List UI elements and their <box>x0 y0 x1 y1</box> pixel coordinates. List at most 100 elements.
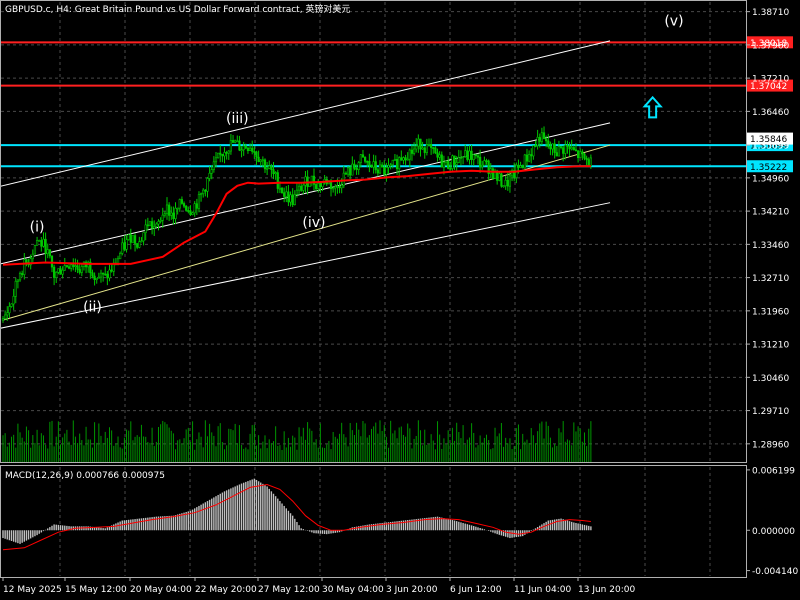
candle-body <box>125 239 128 250</box>
candle-body <box>370 164 373 168</box>
candle-body <box>402 157 405 161</box>
candle-body <box>46 249 49 254</box>
candle-body <box>278 187 282 190</box>
candle-body <box>197 194 201 209</box>
candle-body <box>131 235 135 243</box>
channel-line-trend <box>2 144 611 321</box>
channel-lines <box>0 40 611 329</box>
candle-body <box>415 145 418 150</box>
candle-body <box>372 161 375 168</box>
candle-body <box>127 234 130 240</box>
candle-body <box>555 152 558 157</box>
candle-body <box>417 138 420 147</box>
candle-body <box>359 154 362 163</box>
price-tick-label: 1.33460 <box>752 241 789 251</box>
candle-body <box>389 164 392 167</box>
candle-body <box>349 167 352 176</box>
candle-body <box>459 157 463 159</box>
candle-body <box>468 150 471 160</box>
candle-body <box>293 194 296 205</box>
candle-body <box>519 165 522 168</box>
candle-body <box>231 140 235 143</box>
candle-body <box>119 253 122 260</box>
candle-body <box>270 165 273 170</box>
candle-body <box>93 275 96 281</box>
candle-body <box>97 276 100 279</box>
candle-body <box>528 154 531 162</box>
time-tick-label: 6 Jun 12:00 <box>450 585 502 595</box>
candle-body <box>412 148 416 154</box>
candle-body <box>398 157 401 170</box>
candle-body <box>366 161 369 163</box>
candle-body <box>438 154 441 158</box>
candle-body <box>378 164 382 174</box>
candle-body <box>432 147 435 149</box>
candle-body <box>425 144 428 153</box>
candle-body <box>334 186 337 189</box>
candle-body <box>436 152 439 158</box>
candle-body <box>517 164 520 168</box>
candle-body <box>121 242 124 254</box>
candle-body <box>523 154 526 169</box>
candle-body <box>259 159 262 162</box>
candle-body <box>532 145 535 157</box>
candle-body <box>268 165 271 169</box>
candle-body <box>61 269 64 275</box>
candle-body <box>393 159 397 161</box>
candle-body <box>562 147 565 154</box>
candle-body <box>191 212 194 215</box>
candle-body <box>199 193 203 196</box>
candle-body <box>180 199 184 204</box>
candle-body <box>263 159 267 170</box>
candle-body <box>212 161 215 170</box>
candle-body <box>419 138 422 150</box>
candle-body <box>204 189 207 192</box>
candle-body <box>91 272 94 277</box>
candle-body <box>59 268 62 275</box>
candle-body <box>210 169 213 174</box>
candle-body <box>274 172 277 175</box>
candle-body <box>285 191 288 197</box>
time-tick-label: 20 May 04:00 <box>130 585 192 595</box>
candle-body <box>136 243 139 248</box>
candle-body <box>25 259 28 263</box>
candle-body <box>572 147 575 151</box>
candle-body <box>589 157 592 167</box>
candle-body <box>178 199 181 209</box>
candle-body <box>242 145 245 151</box>
time-tick-label: 15 May 12:00 <box>65 585 127 595</box>
candle-body <box>391 159 394 166</box>
candle-body <box>57 268 60 273</box>
candle-body <box>355 168 358 170</box>
candle-body <box>461 156 465 158</box>
candle-body <box>236 140 239 143</box>
candle-body <box>508 175 512 187</box>
level-tag <box>747 160 793 173</box>
candle-body <box>534 145 537 147</box>
candle-body <box>297 185 301 191</box>
time-tick-label: 12 May 2025 <box>3 585 62 595</box>
time-tick-label: 11 Jun 04:00 <box>514 585 571 595</box>
candle-body <box>319 183 322 188</box>
candle-body <box>387 165 390 168</box>
candle-body <box>240 149 243 152</box>
candle-body <box>498 173 501 181</box>
candle-body <box>157 221 160 225</box>
volume-bars <box>2 420 592 462</box>
candle-body <box>151 221 154 229</box>
candle-body <box>361 154 365 158</box>
candle-body <box>300 185 303 191</box>
candle-body <box>189 210 192 215</box>
candle-body <box>104 273 107 276</box>
candle-body <box>159 220 162 222</box>
candle-body <box>289 194 292 203</box>
moving-average-line <box>2 165 591 266</box>
candle-body <box>48 249 51 257</box>
candle-body <box>283 192 286 197</box>
candle-body <box>38 240 41 242</box>
candle-body <box>321 182 324 188</box>
candle-body <box>185 205 188 211</box>
candle-body <box>16 279 20 282</box>
candle-body <box>102 272 105 275</box>
price-tick-label: 1.34960 <box>752 174 789 184</box>
